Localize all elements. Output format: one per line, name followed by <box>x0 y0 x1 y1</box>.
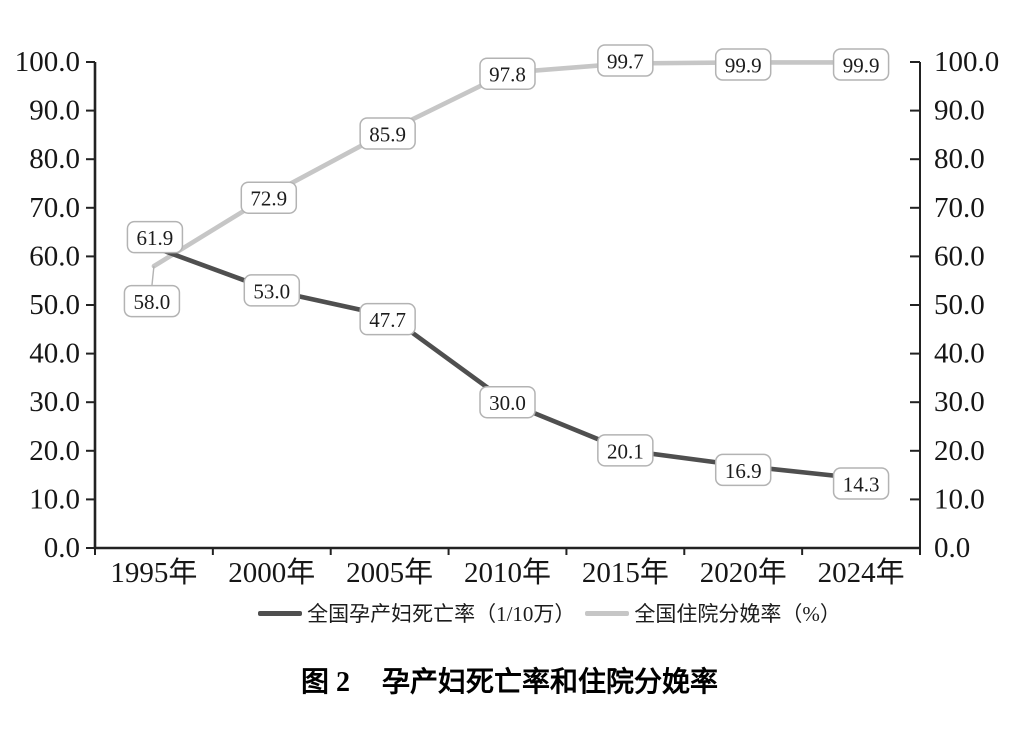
y-axis-tick-label-right: 40.0 <box>934 338 985 370</box>
data-label-maternal-mortality-rate: 30.0 <box>479 385 536 419</box>
y-axis-tick-label-left: 30.0 <box>29 386 80 418</box>
data-label-box <box>123 284 181 318</box>
data-label-maternal-mortality-rate: 47.7 <box>359 302 416 336</box>
data-label-box <box>359 117 416 150</box>
data-label-value: 20.1 <box>607 439 644 463</box>
series-line-hospital-delivery-rate <box>151 60 864 269</box>
y-axis-tick-label-left: 0.0 <box>44 532 80 564</box>
data-label-hospital-delivery-rate: 99.7 <box>597 44 654 77</box>
data-label-maternal-mortality-rate: 20.1 <box>597 434 654 467</box>
legend-item-hospital-delivery-rate: 全国住院分娩率（%） <box>585 598 841 628</box>
data-label-box <box>597 434 654 467</box>
data-label-hospital-delivery-rate: 97.8 <box>479 57 536 90</box>
data-label-value: 30.0 <box>489 391 526 415</box>
data-label-hospital-delivery-rate: 58.0 <box>123 284 181 318</box>
y-axis-tick-label-right: 60.0 <box>934 240 985 272</box>
y-axis-tick-label-right: 100.0 <box>934 46 999 78</box>
figure-caption-number: 图 2 <box>300 667 350 698</box>
y-axis-tick-label-left: 10.0 <box>29 483 80 515</box>
y-axis-tick-label-right: 10.0 <box>934 483 985 515</box>
data-label-hospital-delivery-rate: 99.9 <box>832 48 890 81</box>
data-label-value: 99.9 <box>725 53 762 77</box>
x-axis-tick-label: 2000年 <box>228 556 315 589</box>
legend-item-maternal-mortality-rate: 全国孕产妇死亡率（1/10万） <box>258 598 575 628</box>
data-label-maternal-mortality-rate: 61.9 <box>126 220 184 254</box>
data-label-box <box>597 44 654 77</box>
y-axis-tick-label-left: 80.0 <box>29 143 80 175</box>
y-axis-tick-label-right: 20.0 <box>934 435 985 467</box>
y-axis-tick-label-left: 50.0 <box>29 289 80 321</box>
data-label-box <box>714 48 772 81</box>
data-label-box <box>479 57 536 90</box>
x-axis-tick-label: 2024年 <box>818 556 905 589</box>
y-axis-tick-label-left: 40.0 <box>29 338 80 370</box>
figure-caption: 图 2 孕产妇死亡率和住院分娩率 <box>0 660 1019 700</box>
data-label-value: 97.8 <box>489 63 526 87</box>
data-label-box <box>126 220 184 254</box>
legend-label: 全国住院分娩率（%） <box>634 602 841 626</box>
x-axis-tick-label: 2005年 <box>346 556 433 589</box>
data-label-value: 14.3 <box>843 473 880 497</box>
data-label-maternal-mortality-rate: 14.3 <box>832 467 890 500</box>
data-label-value: 85.9 <box>369 123 406 147</box>
y-axis-tick-label-left: 90.0 <box>29 95 80 127</box>
data-label-value: 47.7 <box>369 308 406 332</box>
data-label-leader <box>151 266 155 286</box>
data-label-box <box>714 453 772 487</box>
data-label-box <box>359 302 416 336</box>
legend-label: 全国孕产妇死亡率（1/10万） <box>307 602 576 626</box>
data-label-value: 58.0 <box>134 290 171 314</box>
data-label-hospital-delivery-rate: 85.9 <box>359 117 416 150</box>
y-axis-tick-label-right: 0.0 <box>934 532 970 564</box>
data-label-value: 53.0 <box>253 279 290 303</box>
x-axis-tick-label: 2015年 <box>582 556 669 589</box>
line-chart-canvas: 0.0 0.0 10.0 10.0 20.0 20.0 30.0 30.0 40.0 40.0 50… <box>15 44 999 589</box>
y-axis-tick-label-left: 100.0 <box>15 46 80 78</box>
y-axis-tick-label-left: 70.0 <box>29 192 80 224</box>
y-axis-tick-label-left: 20.0 <box>29 435 80 467</box>
legend-line-swatch-icon <box>258 610 303 616</box>
legend-line-swatch-icon <box>585 610 630 616</box>
data-label-hospital-delivery-rate: 99.9 <box>714 48 772 81</box>
data-label-box <box>479 385 536 419</box>
chart-legend: 全国孕产妇死亡率（1/10万） 全国住院分娩率（%） <box>0 598 1019 628</box>
y-axis-tick-label-right: 30.0 <box>934 386 985 418</box>
data-label-box <box>243 274 301 307</box>
data-label-value: 16.9 <box>725 459 762 483</box>
y-axis-tick-label-right: 50.0 <box>934 289 985 321</box>
figure-caption-title: 孕产妇死亡率和住院分娩率 <box>382 667 719 698</box>
x-axis-tick-label: 1995年 <box>110 556 197 589</box>
data-label-box <box>832 48 890 81</box>
data-label-value: 61.9 <box>137 226 174 250</box>
data-label-maternal-mortality-rate: 16.9 <box>714 453 772 487</box>
y-axis-tick-label-right: 70.0 <box>934 192 985 224</box>
data-label-value: 99.7 <box>607 49 644 73</box>
data-label-box <box>240 181 298 214</box>
x-axis-tick-label: 2010年 <box>464 556 551 589</box>
data-label-value: 99.9 <box>843 53 880 77</box>
y-axis-tick-label-left: 60.0 <box>29 240 80 272</box>
y-axis-tick-label-right: 90.0 <box>934 95 985 127</box>
data-label-box <box>832 467 890 500</box>
data-label-hospital-delivery-rate: 72.9 <box>240 181 298 214</box>
y-axis-tick-label-right: 80.0 <box>934 143 985 175</box>
data-label-value: 72.9 <box>250 187 287 211</box>
x-axis-tick-label: 2020年 <box>700 556 787 589</box>
data-label-maternal-mortality-rate: 53.0 <box>243 274 301 307</box>
